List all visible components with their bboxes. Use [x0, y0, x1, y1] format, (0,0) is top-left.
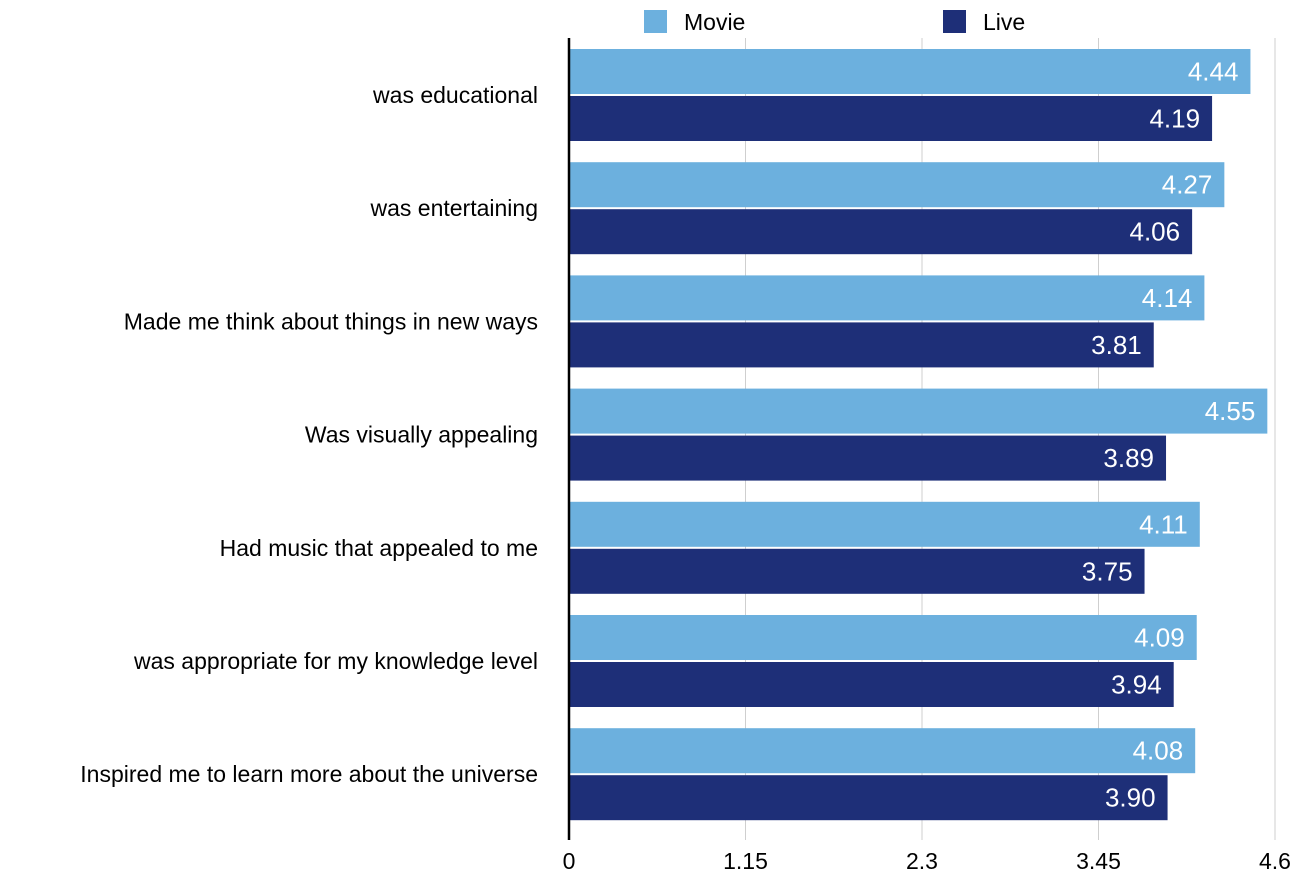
bar-movie-was-visually-appealing	[569, 388, 1268, 434]
legend-swatch-live	[943, 10, 966, 33]
data-label-live: 3.75	[1082, 556, 1133, 586]
category-label-was-educational: was educational	[372, 82, 538, 108]
data-label-movie: 4.27	[1162, 170, 1213, 200]
bar-movie-was-educational	[569, 49, 1251, 94]
x-tick-label: 4.6	[1259, 848, 1291, 874]
category-label-inspired-me-to-learn-more-about-the-universe: Inspired me to learn more about the univ…	[80, 761, 538, 787]
labels: 0 1.15 2.3 3.45 4.6 4.44 4.19 was educational 4.…	[80, 57, 1291, 875]
bars	[569, 49, 1268, 821]
bar-movie-was-entertaining	[569, 162, 1225, 208]
data-label-live: 4.06	[1130, 217, 1181, 247]
data-label-movie: 4.08	[1133, 736, 1184, 766]
bar-live-inspired-me-to-learn-more-about-the-universe	[569, 775, 1168, 821]
legend-swatch-movie	[644, 10, 667, 33]
category-label-had-music-that-appealed-to-me: Had music that appealed to me	[220, 535, 538, 561]
legend: Movie Live	[644, 9, 1025, 35]
category-label-was-entertaining: was entertaining	[370, 195, 539, 221]
data-label-movie: 4.14	[1142, 283, 1193, 313]
bar-movie-had-music-that-appealed-to-me	[569, 501, 1200, 547]
bar-movie-inspired-me-to-learn-more-about-the-universe	[569, 728, 1196, 774]
data-label-movie: 4.55	[1205, 396, 1256, 426]
category-label-made-me-think-about-things-in-new-ways: Made me think about things in new ways	[124, 308, 538, 334]
bar-live-made-me-think-about-things-in-new-ways	[569, 322, 1154, 368]
data-label-live: 3.90	[1105, 783, 1156, 813]
legend-label-movie: Movie	[684, 9, 745, 35]
legend-label-live: Live	[983, 9, 1025, 35]
data-label-live: 3.81	[1091, 330, 1142, 360]
data-label-movie: 4.09	[1134, 623, 1185, 653]
category-label-was-visually-appealing: Was visually appealing	[305, 422, 538, 448]
bar-live-was-visually-appealing	[569, 435, 1167, 481]
data-label-live: 3.94	[1111, 670, 1162, 700]
category-label-was-appropriate-for-my-knowledge-level: was appropriate for my knowledge level	[133, 648, 538, 674]
bar-live-was-educational	[569, 96, 1213, 141]
x-tick-label: 1.15	[723, 848, 768, 874]
data-label-movie: 4.11	[1139, 509, 1188, 539]
x-tick-label: 3.45	[1076, 848, 1121, 874]
data-label-live: 4.19	[1149, 104, 1200, 134]
bar-live-had-music-that-appealed-to-me	[569, 548, 1145, 594]
bar-movie-made-me-think-about-things-in-new-ways	[569, 275, 1205, 321]
x-tick-label: 0	[563, 848, 576, 874]
data-label-movie: 4.44	[1188, 57, 1239, 87]
x-tick-label: 2.3	[906, 848, 938, 874]
data-label-live: 3.89	[1103, 443, 1154, 473]
bar-live-was-entertaining	[569, 209, 1193, 255]
bar-movie-was-appropriate-for-my-knowledge-level	[569, 615, 1197, 660]
bar-live-was-appropriate-for-my-knowledge-level	[569, 662, 1174, 707]
